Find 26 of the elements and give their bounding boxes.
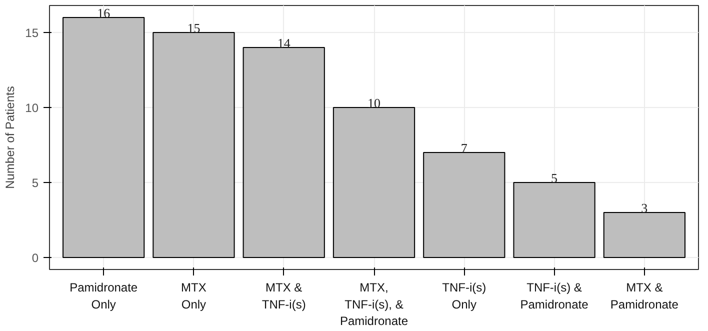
data-label: 7 <box>460 140 468 156</box>
x-tick-label: Pamidronate Only <box>70 280 138 312</box>
data-label: 16 <box>97 6 111 20</box>
data-label: 10 <box>368 96 380 110</box>
bar <box>62 17 145 258</box>
bar <box>152 32 235 258</box>
x-tick-label: MTX & TNF-i(s) <box>262 280 306 312</box>
y-axis-title: Number of Patients <box>3 86 18 189</box>
data-label: 5 <box>551 170 558 186</box>
x-tick-label: TNF-i(s) & Pamidronate <box>520 280 589 312</box>
y-tick-label: 15 <box>25 26 39 40</box>
bar <box>332 107 416 258</box>
bar <box>423 152 506 258</box>
bar <box>242 47 325 258</box>
y-tick-label: 5 <box>32 176 39 190</box>
x-tick-label: MTX & Pamidronate <box>610 280 679 312</box>
y-tick-label: 0 <box>32 251 39 265</box>
bar <box>603 212 686 258</box>
data-label: 3 <box>641 200 648 216</box>
x-tick-label: MTX Only <box>181 280 206 312</box>
data-label: 15 <box>187 20 200 36</box>
bar <box>513 182 596 258</box>
y-tick-label: 10 <box>25 101 39 115</box>
x-tick-label: MTX, TNF-i(s), & Pamidronate <box>340 280 408 328</box>
x-tick-label: TNF-i(s) Only <box>442 280 486 312</box>
data-label: 14 <box>277 36 291 50</box>
